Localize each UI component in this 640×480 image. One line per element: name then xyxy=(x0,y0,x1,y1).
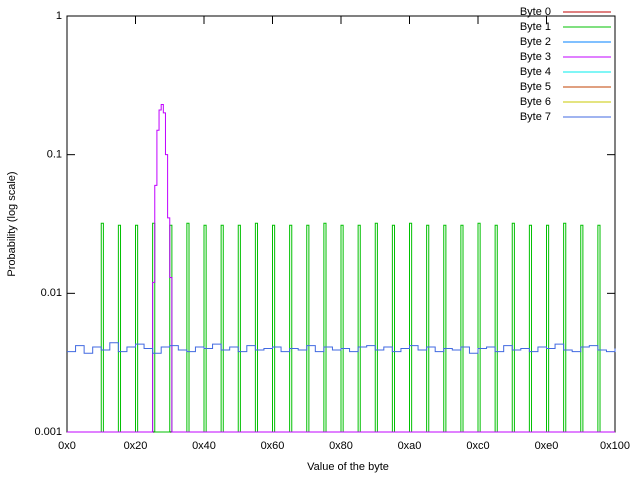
legend-label: Byte 0 xyxy=(520,6,551,18)
y-tick-label: 1 xyxy=(56,10,62,22)
x-tick-label: 0x0 xyxy=(58,440,76,452)
y-tick-label: 0.001 xyxy=(34,426,62,438)
x-tick-label: 0x60 xyxy=(261,440,285,452)
legend-label: Byte 5 xyxy=(520,81,551,93)
x-tick-label: 0x40 xyxy=(192,440,216,452)
x-tick-label: 0xa0 xyxy=(398,440,422,452)
x-tick-label: 0xc0 xyxy=(466,440,489,452)
x-tick-label: 0xe0 xyxy=(535,440,559,452)
legend-label: Byte 4 xyxy=(520,66,551,78)
series-line xyxy=(67,222,615,433)
legend-label: Byte 6 xyxy=(520,96,551,108)
legend-label: Byte 1 xyxy=(520,21,551,33)
y-tick-label: 0.01 xyxy=(41,287,62,299)
x-tick-label: 0x20 xyxy=(124,440,148,452)
x-tick-label: 0x80 xyxy=(329,440,353,452)
series-line xyxy=(67,104,615,433)
y-tick-label: 0.1 xyxy=(47,149,62,161)
x-tick-label: 0x100 xyxy=(600,440,630,452)
legend-label: Byte 3 xyxy=(520,51,551,63)
legend-label: Byte 2 xyxy=(520,36,551,48)
x-axis-label: Value of the byte xyxy=(307,461,389,473)
legend-label: Byte 7 xyxy=(520,111,551,123)
series-line xyxy=(67,342,616,354)
y-axis-label: Probability (log scale) xyxy=(6,171,18,276)
